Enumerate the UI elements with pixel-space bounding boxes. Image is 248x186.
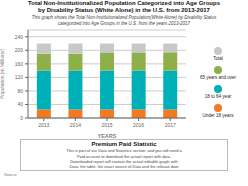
svg-text:120: 120 (15, 74, 24, 80)
html-text:Source: Source (4, 172, 17, 178)
svg-text:2016: 2016 (133, 122, 144, 128)
html-text:Premium Paid Statistic: Premium Paid Statistic (91, 141, 157, 148)
html-text:This is part of our Data and S: This is part of our Data and Statistics … (66, 148, 182, 169)
html-text:65 years and over: 65 years and over (200, 74, 236, 80)
svg-text:YEARS: YEARS (98, 133, 117, 138)
svg-text:40: 40 (17, 101, 23, 107)
svg-text:2013: 2013 (38, 122, 49, 128)
html-text:Total: Total (213, 55, 223, 61)
html-text:Total Non-Institutionalized Po: Total Non-Institutionalized Population C… (28, 0, 220, 14)
svg-text:0: 0 (20, 115, 23, 121)
svg-text:2017: 2017 (165, 122, 176, 128)
svg-text:160: 160 (15, 61, 24, 67)
svg-text:2015: 2015 (101, 122, 112, 128)
html-text:Under 18 years: Under 18 years (202, 112, 234, 118)
html-text:This graph shows the Total Non: This graph shows the Total Non-Instituti… (31, 15, 217, 26)
svg-text:200: 200 (15, 47, 24, 53)
svg-text:80: 80 (17, 88, 23, 94)
svg-text:240: 240 (15, 34, 24, 40)
html-text:18 to 64 year: 18 to 64 year (204, 93, 232, 99)
svg-text:Population (in Millions): Population (in Millions) (0, 49, 5, 100)
svg-text:2014: 2014 (70, 122, 81, 128)
